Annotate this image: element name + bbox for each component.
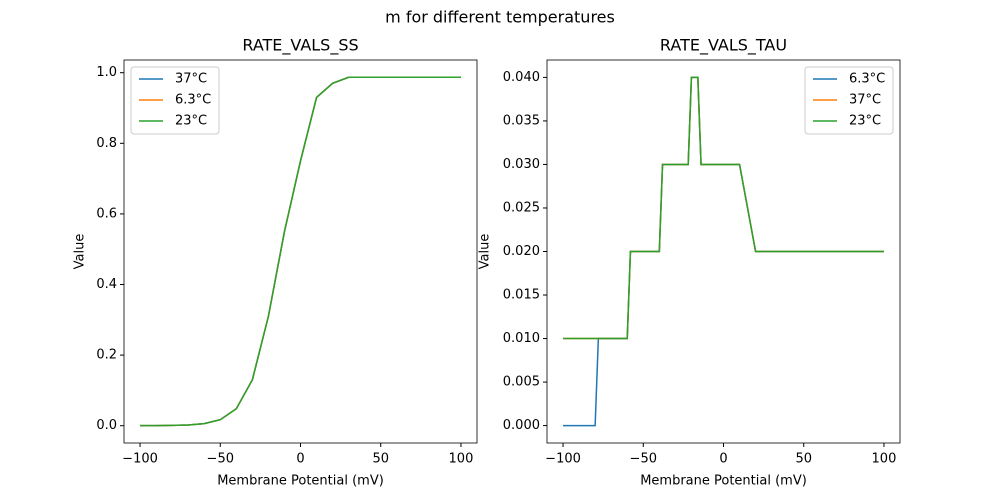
y-tick-label: 0.020	[503, 244, 540, 259]
x-tick-label: 50	[372, 452, 389, 467]
legend-label: 23°C	[175, 114, 207, 129]
legend-label: 6.3°C	[849, 72, 885, 87]
x-tick-label: −100	[545, 452, 581, 467]
x-tick-label: 100	[872, 452, 897, 467]
y-tick-label: 0.015	[503, 288, 540, 303]
figure-title: m for different temperatures	[385, 8, 615, 27]
x-tick-label: −50	[630, 452, 657, 467]
legend-label: 37°C	[849, 93, 881, 108]
x-tick-label: 0	[719, 452, 727, 467]
data-line	[563, 76, 884, 340]
y-tick-label: 0.010	[503, 331, 540, 346]
x-tick-label: 0	[296, 452, 304, 467]
y-tick-label: 1.0	[96, 65, 117, 80]
x-tick-label: 50	[795, 452, 812, 467]
y-axis-label: Value	[73, 234, 88, 270]
y-tick-label: 0.000	[503, 418, 540, 433]
y-tick-label: 0.030	[503, 157, 540, 172]
x-tick-label: −100	[122, 452, 158, 467]
x-axis-label: Membrane Potential (mV)	[640, 474, 807, 489]
axes-title: RATE_VALS_TAU	[660, 36, 787, 56]
y-tick-label: 0.2	[96, 348, 117, 363]
legend-box	[804, 66, 894, 135]
legend-label: 6.3°C	[175, 93, 211, 108]
y-tick-label: 0.025	[503, 200, 540, 215]
axes-title: RATE_VALS_SS	[242, 36, 358, 56]
axes-frame	[123, 59, 478, 444]
legend-box	[130, 66, 220, 135]
y-tick-label: 0.035	[503, 113, 540, 128]
y-tick-label: 0.040	[503, 70, 540, 85]
x-tick-label: 100	[449, 452, 474, 467]
y-tick-label: 0.0	[96, 418, 117, 433]
x-axis-label: Membrane Potential (mV)	[217, 474, 384, 489]
y-axis-label: Value	[478, 234, 493, 270]
y-tick-label: 0.6	[96, 206, 117, 221]
y-tick-label: 0.8	[96, 136, 117, 151]
axes-frame	[546, 59, 901, 444]
x-tick-label: −50	[207, 452, 234, 467]
y-tick-label: 0.005	[503, 375, 540, 390]
y-tick-label: 0.4	[96, 277, 117, 292]
legend-label: 23°C	[849, 114, 881, 129]
legend-label: 37°C	[175, 72, 207, 87]
data-line	[140, 76, 461, 427]
